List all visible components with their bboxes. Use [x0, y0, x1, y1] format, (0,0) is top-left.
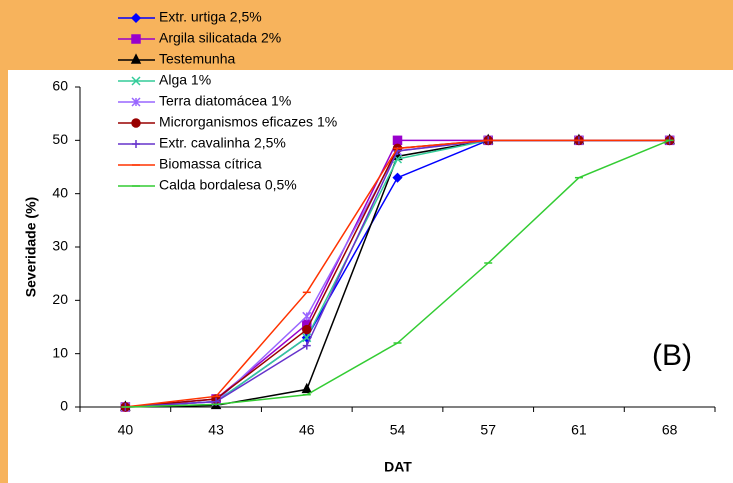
legend-marker [131, 76, 141, 86]
x-tick-label: 40 [118, 422, 134, 438]
legend-marker [131, 97, 141, 107]
marker [392, 172, 403, 183]
legend-label: Testemunha [159, 51, 235, 67]
marker [302, 324, 312, 335]
marker [302, 341, 311, 350]
legend-marker [130, 12, 142, 24]
y-axis-label: Severidade (%) [23, 197, 39, 297]
legend-label: Biomassa cítrica [159, 156, 262, 172]
marker [302, 311, 312, 321]
marker [392, 135, 403, 146]
x-tick-label: 61 [571, 422, 587, 438]
annotation: (B) [652, 339, 692, 372]
y-tick-label: 60 [52, 78, 68, 94]
y-tick-label: 50 [52, 131, 68, 147]
x-tick-label: 57 [480, 422, 496, 438]
legend-marker [130, 53, 142, 64]
legend-marker [132, 140, 140, 148]
legend-label: Alga 1% [159, 72, 211, 88]
header-band [0, 0, 733, 70]
y-tick-label: 20 [52, 291, 68, 307]
marker [301, 382, 312, 394]
y-tick-label: 0 [60, 398, 68, 414]
legend-label: Microrganismos eficazes 1% [159, 114, 337, 130]
legend-label: Calda bordalesa 0,5% [159, 177, 297, 193]
x-tick-label: 43 [208, 422, 224, 438]
y-tick-label: 10 [52, 344, 68, 360]
legend-label: Terra diatomácea 1% [159, 93, 291, 109]
side-band [0, 0, 8, 483]
legend-label: Extr. cavalinha 2,5% [159, 135, 286, 151]
x-tick-label: 46 [299, 422, 315, 438]
legend-label: Argila silicatada 2% [159, 30, 281, 46]
legend-marker [131, 34, 141, 44]
y-tick-label: 30 [52, 238, 68, 254]
x-tick-label: 68 [662, 422, 678, 438]
x-tick-label: 54 [390, 422, 406, 438]
x-axis-label: DAT [384, 459, 412, 475]
legend-label: Extr. urtiga 2,5% [159, 9, 262, 25]
legend-marker [131, 118, 141, 128]
y-tick-label: 40 [52, 184, 68, 200]
